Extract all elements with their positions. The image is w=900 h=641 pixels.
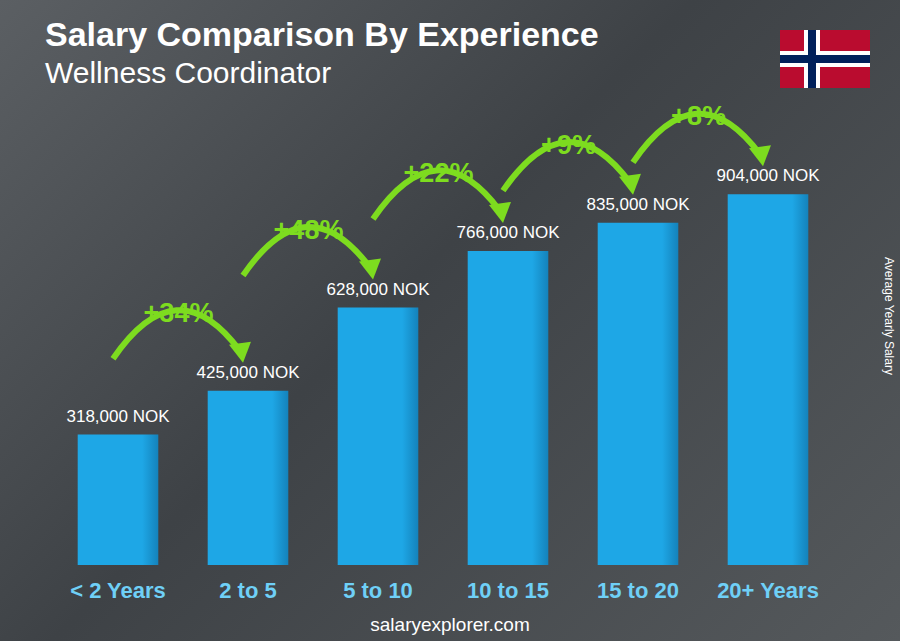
svg-text:2 to 5: 2 to 5 [219,578,276,603]
svg-text:425,000 NOK: 425,000 NOK [196,363,300,382]
svg-text:+8%: +8% [671,101,726,131]
svg-text:+22%: +22% [404,158,474,188]
svg-text:< 2 Years: < 2 Years [70,578,166,603]
svg-text:Wellness Coordinator: Wellness Coordinator [45,56,331,89]
svg-text:766,000 NOK: 766,000 NOK [456,223,560,242]
svg-text:835,000 NOK: 835,000 NOK [586,195,690,214]
svg-text:Average Yearly Salary: Average Yearly Salary [882,257,896,375]
svg-text:10 to 15: 10 to 15 [467,578,549,603]
svg-text:20+ Years: 20+ Years [717,578,819,603]
svg-text:904,000 NOK: 904,000 NOK [716,166,820,185]
svg-text:628,000 NOK: 628,000 NOK [326,280,430,299]
svg-text:+9%: +9% [541,130,596,160]
svg-text:15 to 20: 15 to 20 [597,578,679,603]
svg-text:318,000 NOK: 318,000 NOK [66,407,170,426]
svg-text:salaryexplorer.com: salaryexplorer.com [370,614,529,635]
svg-text:+48%: +48% [274,215,344,245]
svg-text:+34%: +34% [144,298,214,328]
svg-text:5 to 10: 5 to 10 [343,578,413,603]
svg-text:Salary Comparison By Experienc: Salary Comparison By Experience [45,15,599,53]
